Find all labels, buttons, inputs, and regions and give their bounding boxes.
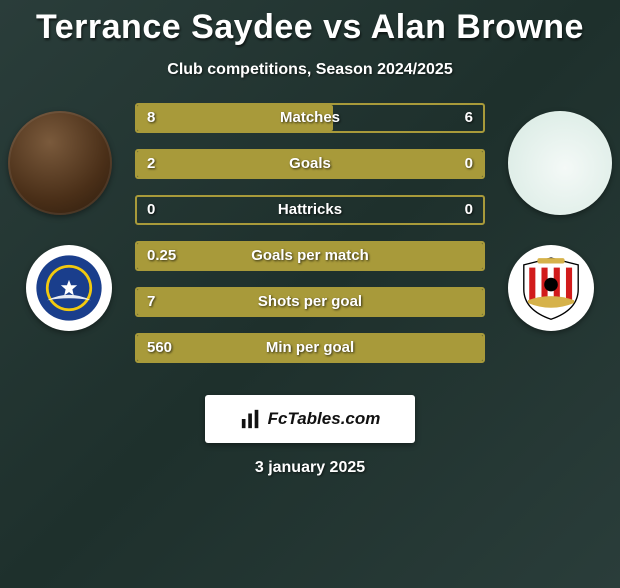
stat-label: Shots per goal	[135, 287, 485, 317]
player2-name: Alan Browne	[371, 8, 584, 46]
stat-label: Hattricks	[135, 195, 485, 225]
sunderland-crest-icon	[517, 254, 585, 322]
stat-value-left: 2	[147, 149, 155, 179]
club2-badge	[508, 245, 594, 331]
stat-label: Matches	[135, 103, 485, 133]
comparison-title: Terrance Saydee vs Alan Browne	[0, 8, 620, 47]
stat-value-right: 6	[465, 103, 473, 133]
subtitle: Club competitions, Season 2024/2025	[0, 61, 620, 79]
stat-row: Goals per match0.25	[135, 241, 485, 271]
stat-row: Matches8 6	[135, 103, 485, 133]
stat-value-right: 0	[465, 195, 473, 225]
attribution-badge: FcTables.com	[205, 395, 415, 443]
stat-value-left: 0.25	[147, 241, 176, 271]
club1-badge	[26, 245, 112, 331]
infographic-date: 3 january 2025	[0, 459, 620, 477]
stat-row: Shots per goal7	[135, 287, 485, 317]
attribution-text: FcTables.com	[268, 409, 381, 429]
stat-row: Min per goal560	[135, 333, 485, 363]
stat-row: Hattricks0 0	[135, 195, 485, 225]
stats-bars: Matches86Goals20Hattricks00Goals per mat…	[135, 103, 485, 379]
stat-row: Goals2 0	[135, 149, 485, 179]
stat-value-left: 7	[147, 287, 155, 317]
player1-name: Terrance Saydee	[36, 8, 313, 46]
stat-value-right: 0	[465, 149, 473, 179]
comparison-content: Matches86Goals20Hattricks00Goals per mat…	[0, 103, 620, 383]
stat-label: Goals	[135, 149, 485, 179]
bars-icon	[240, 408, 262, 430]
stat-value-left: 8	[147, 103, 155, 133]
vs-text: vs	[323, 8, 362, 46]
stat-label: Min per goal	[135, 333, 485, 363]
stat-value-left: 0	[147, 195, 155, 225]
player2-avatar	[508, 111, 612, 215]
portsmouth-crest-icon	[35, 254, 103, 322]
player1-avatar	[8, 111, 112, 215]
stat-value-left: 560	[147, 333, 172, 363]
stat-label: Goals per match	[135, 241, 485, 271]
